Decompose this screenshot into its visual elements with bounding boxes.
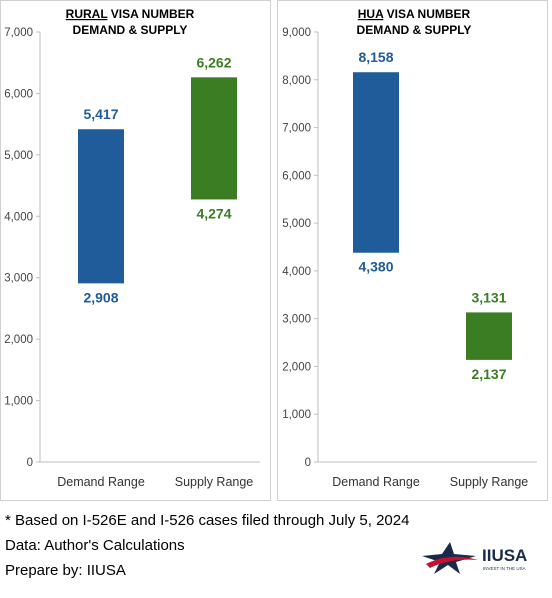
chart-title-line-1: HUA VISA NUMBER	[358, 7, 471, 21]
range-bar	[78, 129, 124, 284]
y-tick-label: 4,000	[4, 211, 33, 223]
chart-title-line-2: DEMAND & SUPPLY	[357, 23, 472, 37]
y-tick-label: 9,000	[282, 27, 311, 39]
y-tick-label: 1,000	[282, 409, 311, 421]
chart-title-rest: VISA NUMBER	[107, 7, 194, 21]
footnote-basis: * Based on I-526E and I-526 cases filed …	[5, 512, 410, 529]
range-bar	[191, 77, 237, 200]
data-label-low: 2,137	[471, 366, 506, 382]
x-category-label: Demand Range	[57, 475, 145, 489]
data-label-high: 6,262	[196, 54, 231, 70]
chart-title-underlined: RURAL	[66, 7, 108, 21]
x-category-label: Demand Range	[332, 475, 420, 489]
chart-panel-2: HUA VISA NUMBER DEMAND & SUPPLY 0 1,000 2,00…	[277, 0, 548, 501]
y-tick-label: 7,000	[282, 123, 311, 135]
y-tick-label: 8,000	[282, 75, 311, 87]
chart-title-line-1: RURAL VISA NUMBER	[66, 7, 195, 21]
y-tick-label: 3,000	[282, 314, 311, 326]
y-tick-label: 5,000	[282, 218, 311, 230]
data-label-low: 4,274	[196, 205, 231, 221]
logo-wordmark: IIUSA	[482, 546, 527, 565]
range-bar	[466, 312, 512, 360]
footnote-prepared-by: Prepare by: IIUSA	[5, 562, 126, 579]
y-tick-label: 7,000	[4, 27, 33, 39]
range-bar	[353, 72, 399, 253]
x-category-label: Supply Range	[175, 475, 254, 489]
y-tick-label: 0	[27, 457, 33, 469]
chart-border	[0, 0, 271, 501]
data-label-low: 4,380	[358, 259, 393, 275]
x-category-label: Supply Range	[450, 475, 529, 489]
chart-title-underlined: HUA	[358, 7, 384, 21]
y-tick-label: 0	[305, 457, 311, 469]
data-label-low: 2,908	[83, 289, 118, 305]
chart-border	[277, 0, 548, 501]
chart-title-rest: VISA NUMBER	[383, 7, 470, 21]
data-label-high: 3,131	[471, 289, 506, 305]
y-tick-label: 6,000	[4, 88, 33, 100]
y-tick-label: 6,000	[282, 170, 311, 182]
y-tick-label: 4,000	[282, 266, 311, 278]
footnote-data-source: Data: Author's Calculations	[5, 537, 185, 554]
y-tick-label: 1,000	[4, 396, 33, 408]
logo-swoosh	[426, 556, 478, 568]
iiusa-logo: IIUSA INVEST IN THE USA	[422, 542, 527, 574]
y-tick-label: 5,000	[4, 150, 33, 162]
y-tick-label: 2,000	[4, 334, 33, 346]
charts-area: RURAL VISA NUMBER DEMAND & SUPPLY 0 1,000 2,…	[0, 0, 548, 501]
data-label-high: 8,158	[358, 49, 393, 65]
data-label-high: 5,417	[83, 106, 118, 122]
y-tick-label: 2,000	[282, 361, 311, 373]
chart-title-line-2: DEMAND & SUPPLY	[73, 23, 188, 37]
y-tick-label: 3,000	[4, 273, 33, 285]
logo-tagline: INVEST IN THE USA	[483, 566, 526, 571]
chart-panel-1: RURAL VISA NUMBER DEMAND & SUPPLY 0 1,000 2,…	[0, 0, 271, 501]
